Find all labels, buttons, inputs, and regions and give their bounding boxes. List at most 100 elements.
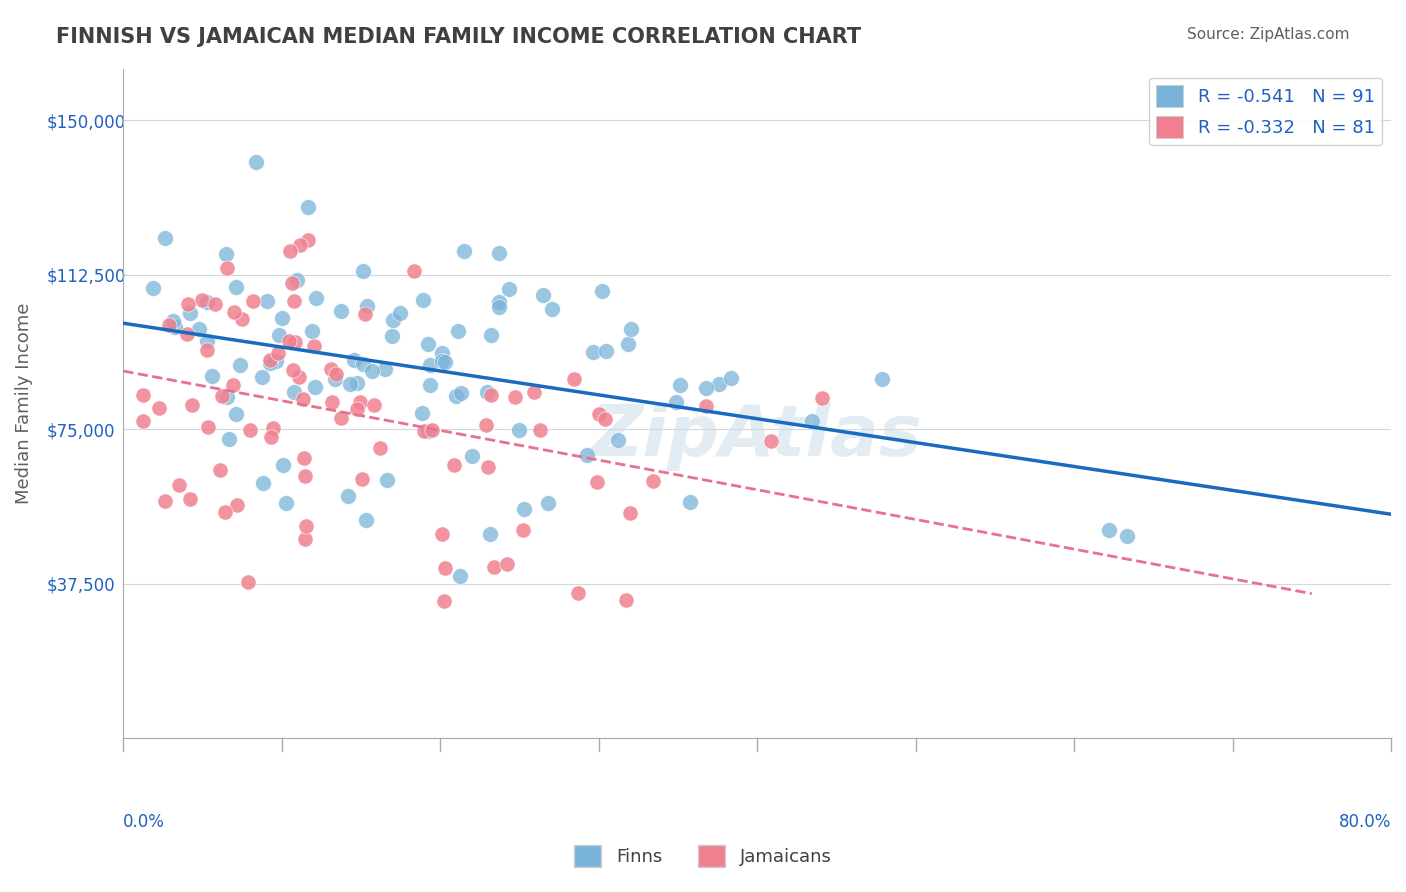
- Point: [209, 463, 232, 477]
- Point: [280, 276, 302, 290]
- Point: [695, 381, 717, 395]
- Point: [162, 313, 184, 327]
- Point: [323, 372, 346, 386]
- Point: [562, 372, 585, 386]
- Text: 80.0%: 80.0%: [1339, 813, 1391, 830]
- Point: [148, 401, 170, 415]
- Point: [443, 458, 465, 472]
- Text: Source: ZipAtlas.com: Source: ZipAtlas.com: [1187, 27, 1350, 42]
- Point: [294, 519, 316, 533]
- Point: [354, 307, 377, 321]
- Point: [352, 357, 374, 371]
- Point: [495, 557, 517, 571]
- Point: [215, 260, 238, 275]
- Point: [187, 322, 209, 336]
- Point: [759, 434, 782, 449]
- Point: [281, 363, 304, 377]
- Point: [274, 496, 297, 510]
- Point: [593, 411, 616, 425]
- Point: [231, 312, 253, 326]
- Point: [368, 441, 391, 455]
- Point: [197, 419, 219, 434]
- Point: [222, 305, 245, 319]
- Point: [453, 244, 475, 259]
- Point: [810, 392, 832, 406]
- Point: [226, 498, 249, 512]
- Point: [479, 388, 502, 402]
- Point: [288, 369, 311, 384]
- Point: [245, 155, 267, 169]
- Point: [222, 378, 245, 392]
- Point: [529, 423, 551, 437]
- Point: [475, 418, 498, 433]
- Point: [167, 478, 190, 492]
- Point: [679, 495, 702, 509]
- Point: [262, 421, 284, 435]
- Point: [430, 354, 453, 368]
- Point: [356, 513, 378, 527]
- Point: [260, 430, 283, 444]
- Point: [588, 407, 610, 421]
- Y-axis label: Median Family Income: Median Family Income: [15, 302, 32, 504]
- Point: [488, 300, 510, 314]
- Point: [271, 458, 294, 472]
- Point: [582, 345, 605, 359]
- Point: [346, 402, 368, 417]
- Point: [277, 334, 299, 348]
- Point: [419, 359, 441, 373]
- Point: [363, 399, 385, 413]
- Point: [269, 327, 291, 342]
- Point: [482, 560, 505, 574]
- Point: [239, 423, 262, 437]
- Point: [330, 304, 353, 318]
- Point: [218, 432, 240, 446]
- Point: [321, 394, 343, 409]
- Point: [488, 246, 510, 260]
- Point: [479, 327, 502, 342]
- Point: [695, 399, 717, 413]
- Point: [619, 506, 641, 520]
- Text: ZipAtlas: ZipAtlas: [592, 402, 922, 471]
- Point: [283, 385, 305, 400]
- Point: [872, 372, 894, 386]
- Point: [201, 369, 224, 384]
- Point: [165, 319, 187, 334]
- Point: [356, 299, 378, 313]
- Point: [343, 353, 366, 368]
- Point: [374, 362, 396, 376]
- Point: [204, 296, 226, 310]
- Point: [575, 448, 598, 462]
- Point: [211, 389, 233, 403]
- Point: [488, 294, 510, 309]
- Point: [531, 287, 554, 301]
- Point: [252, 476, 274, 491]
- Point: [294, 532, 316, 546]
- Point: [606, 433, 628, 447]
- Point: [195, 334, 218, 348]
- Point: [433, 593, 456, 607]
- Point: [512, 524, 534, 538]
- Point: [586, 475, 609, 490]
- Point: [503, 390, 526, 404]
- Point: [250, 370, 273, 384]
- Point: [595, 344, 617, 359]
- Point: [177, 297, 200, 311]
- Point: [191, 293, 214, 308]
- Point: [132, 388, 155, 402]
- Point: [389, 306, 412, 320]
- Point: [450, 386, 472, 401]
- Point: [284, 334, 307, 349]
- Point: [434, 561, 457, 575]
- Point: [669, 377, 692, 392]
- Point: [155, 494, 177, 508]
- Point: [157, 318, 180, 332]
- Point: [225, 407, 247, 421]
- Text: 0.0%: 0.0%: [124, 813, 165, 830]
- Point: [416, 424, 439, 438]
- Point: [176, 327, 198, 342]
- Point: [339, 377, 361, 392]
- Point: [720, 371, 742, 385]
- Point: [620, 322, 643, 336]
- Point: [707, 376, 730, 391]
- Point: [225, 280, 247, 294]
